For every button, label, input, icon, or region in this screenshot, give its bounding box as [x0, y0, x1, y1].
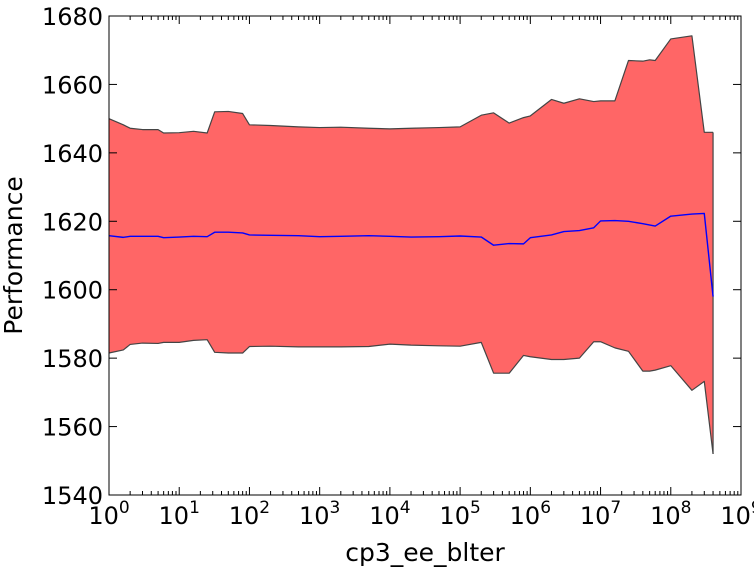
x-tick-label: 106 — [510, 498, 551, 530]
y-tick-label: 1660 — [42, 71, 103, 99]
plot-frame — [108, 15, 742, 496]
lower-bound-line — [108, 339, 714, 455]
x-tick-label: 100 — [88, 498, 129, 530]
x-axis-label: cp3_ee_blter — [345, 538, 505, 567]
y-tick-label: 1680 — [42, 3, 103, 31]
upper-bound-line — [108, 35, 714, 134]
y-axis-label: Performance — [0, 176, 28, 334]
confidence-band — [109, 35, 714, 454]
y-tick-label: 1580 — [42, 345, 103, 373]
axis-ticks: 1540 1560 1580 1600 1620 1640 1660 1680 100 101 10… — [42, 3, 754, 530]
x-tick-label: 103 — [299, 498, 340, 530]
y-tick-label: 1640 — [42, 140, 103, 168]
x-tick-label: 107 — [580, 498, 621, 530]
x-tick-label: 105 — [439, 498, 480, 530]
y-tick-label: 1540 — [42, 482, 103, 510]
x-tick-label: 104 — [369, 498, 410, 530]
x-tick-label: 101 — [159, 498, 200, 530]
x-tick-label: 108 — [650, 498, 691, 530]
x-tick-label: 109 — [720, 498, 754, 530]
y-tick-label: 1560 — [42, 414, 103, 442]
mean-line — [108, 212, 714, 297]
plot-area — [108, 35, 714, 455]
y-tick-label: 1620 — [42, 208, 103, 236]
x-tick-label: 102 — [229, 498, 270, 530]
y-tick-label: 1600 — [42, 277, 103, 305]
